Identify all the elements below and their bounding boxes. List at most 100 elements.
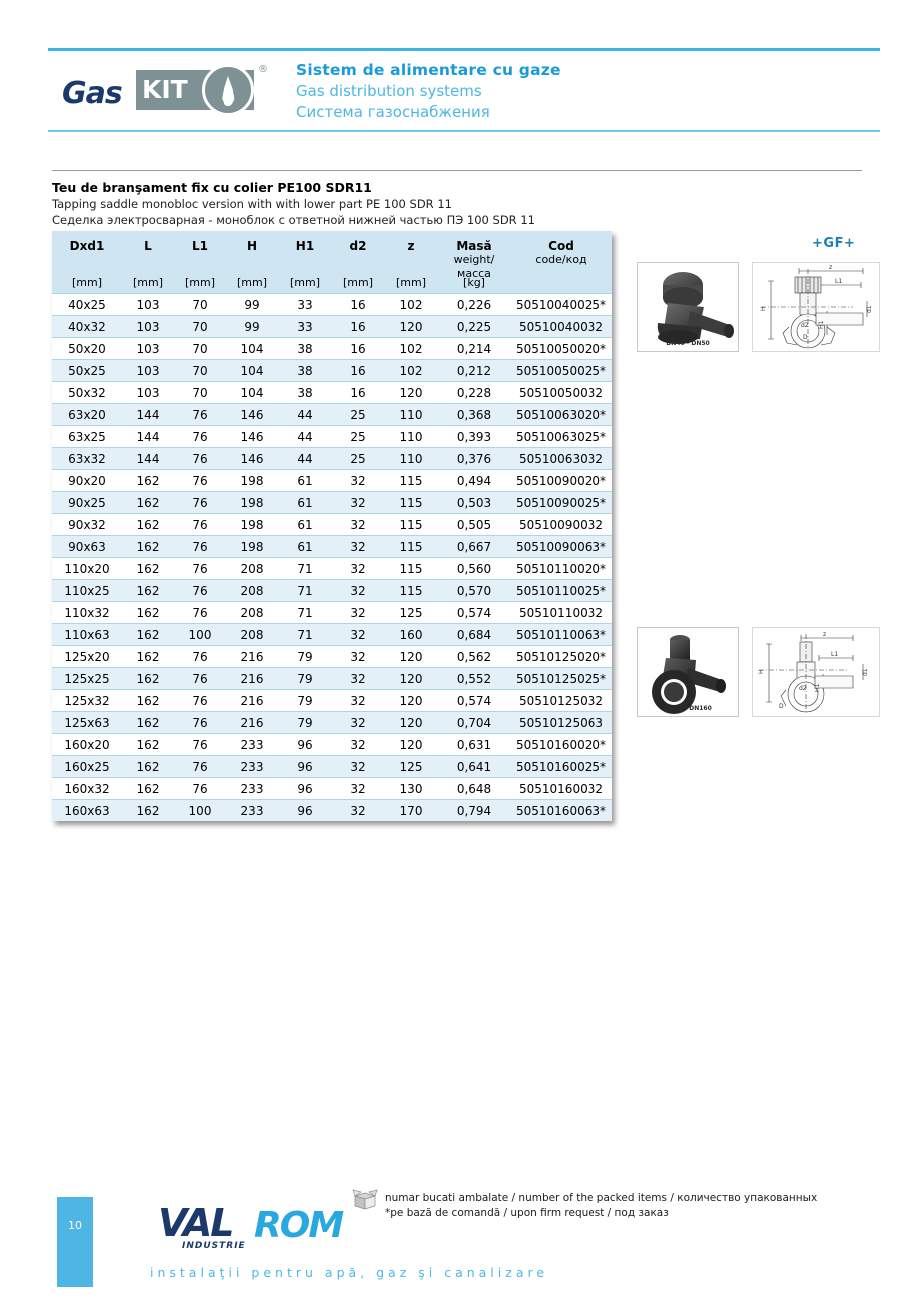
spec-table-body: 40x25 103 70 99 33 16 102 0,226 50510040025* 40x3… — [52, 293, 612, 821]
table-cell-h1: 71 — [278, 579, 332, 602]
spec-table-head: Dxd1 [mm] L [mm] L1 [mm] H [mm] H1 [mm] d2 [mm] z [mm… — [52, 231, 612, 294]
table-cell-mass: 0,228 — [438, 381, 510, 404]
table-row: 50x20 103 70 104 38 16 102 0,214 50510050020* — [52, 337, 612, 360]
table-cell-l: 162 — [122, 799, 174, 821]
product-photo-dn63-dn160: DN63 - DN160 — [637, 627, 739, 717]
header-label: Masă — [456, 239, 492, 253]
header-title-group: Sistem de alimentare cu gaze Gas distrib… — [296, 60, 561, 123]
table-row: 40x25 103 70 99 33 16 102 0,226 50510040025* — [52, 293, 612, 316]
table-cell-z: 125 — [384, 755, 438, 778]
table-cell-h: 104 — [226, 359, 278, 382]
table-row: 63x25 144 76 146 44 25 110 0,393 50510063025* — [52, 425, 612, 448]
table-cell-d2: 16 — [332, 381, 384, 404]
table-cell-dxd1: 40x25 — [52, 293, 122, 316]
table-cell-h1: 71 — [278, 601, 332, 624]
table-cell-l1: 76 — [174, 491, 226, 514]
dim-label-d1: d1 — [866, 305, 873, 313]
table-row: 110x32 162 76 208 71 32 125 0,574 50510110032 — [52, 601, 612, 624]
table-header-l: L [mm] — [122, 231, 174, 294]
table-header-cell: H [mm] — [226, 231, 278, 293]
table-cell-h: 216 — [226, 711, 278, 734]
table-cell-mass: 0,684 — [438, 623, 510, 646]
table-cell-z: 120 — [384, 667, 438, 690]
table-cell-z: 120 — [384, 645, 438, 668]
dim-label-d2: d2 — [801, 322, 809, 329]
table-cell-h1: 33 — [278, 315, 332, 338]
spec-table-container: Dxd1 [mm] L [mm] L1 [mm] H [mm] H1 [mm] d2 [mm] z [mm… — [52, 231, 612, 821]
table-cell-h1: 71 — [278, 557, 332, 580]
table-header-cell: Dxd1 [mm] — [52, 231, 122, 293]
table-cell-code: 50510090025* — [510, 491, 612, 514]
header-rule-top — [48, 48, 880, 51]
valrom-logo: VAL ROM INDUSTRIE — [150, 1197, 350, 1259]
header-title-ro: Sistem de alimentare cu gaze — [296, 61, 561, 79]
table-cell-h1: 38 — [278, 337, 332, 360]
table-row: 90x63 162 76 198 61 32 115 0,667 50510090063* — [52, 535, 612, 558]
footer-notes: numar bucati ambalate / number of the pa… — [385, 1191, 817, 1221]
table-row: 160x32 162 76 233 96 32 130 0,648 50510160032 — [52, 777, 612, 800]
flame-icon — [202, 64, 254, 116]
header-rule-bottom — [48, 130, 880, 132]
table-cell-z: 110 — [384, 425, 438, 448]
dimension-drawing-large-icon: z L1 H H1 d1 d2 D — [758, 631, 869, 714]
table-cell-l: 162 — [122, 711, 174, 734]
table-cell-mass: 0,503 — [438, 491, 510, 514]
header-label: H — [246, 239, 258, 253]
table-row: 125x25 162 76 216 79 32 120 0,552 50510125025* — [52, 667, 612, 690]
dim-label-z: z — [823, 631, 826, 638]
table-cell-h: 104 — [226, 337, 278, 360]
table-cell-h: 198 — [226, 491, 278, 514]
table-cell-code: 50510160032 — [510, 777, 612, 800]
table-cell-d2: 32 — [332, 579, 384, 602]
table-cell-code: 50510160063* — [510, 799, 612, 821]
table-header-mas-: Masă weight/масса [kg] — [438, 231, 510, 294]
table-cell-code: 50510063020* — [510, 403, 612, 426]
table-header-cell: Masă weight/масса [kg] — [438, 231, 510, 293]
table-cell-l1: 76 — [174, 425, 226, 448]
table-cell-h: 216 — [226, 689, 278, 712]
table-cell-h1: 61 — [278, 513, 332, 536]
header-sublabel: weight/ — [453, 253, 495, 266]
table-cell-dxd1: 160x32 — [52, 777, 122, 800]
table-row: 50x32 103 70 104 38 16 120 0,228 50510050032 — [52, 381, 612, 404]
table-cell-dxd1: 110x25 — [52, 579, 122, 602]
dim-label-l1: L1 — [835, 278, 842, 285]
table-cell-l1: 76 — [174, 447, 226, 470]
table-cell-l: 103 — [122, 337, 174, 360]
table-cell-l: 162 — [122, 469, 174, 492]
section-title-group: Teu de branşament fix cu colier PE100 SD… — [52, 179, 752, 228]
dim-label-z: z — [829, 264, 832, 271]
header-sublabel: code/код — [535, 253, 587, 266]
table-cell-d2: 32 — [332, 557, 384, 580]
table-cell-d2: 32 — [332, 711, 384, 734]
table-cell-z: 115 — [384, 513, 438, 536]
table-header-cod: Cod code/код — [510, 231, 612, 294]
table-cell-code: 50510090020* — [510, 469, 612, 492]
table-cell-d2: 25 — [332, 403, 384, 426]
table-cell-l1: 76 — [174, 755, 226, 778]
table-row: 110x20 162 76 208 71 32 115 0,560 50510110020* — [52, 557, 612, 580]
header-unit: [kg] — [463, 276, 485, 289]
table-cell-code: 50510160025* — [510, 755, 612, 778]
table-header-cell: L [mm] — [122, 231, 174, 293]
table-cell-mass: 0,376 — [438, 447, 510, 470]
table-cell-h1: 61 — [278, 469, 332, 492]
table-cell-h: 216 — [226, 645, 278, 668]
table-cell-z: 110 — [384, 447, 438, 470]
table-cell-dxd1: 90x25 — [52, 491, 122, 514]
table-cell-code: 50510110025* — [510, 579, 612, 602]
table-cell-l1: 70 — [174, 315, 226, 338]
table-cell-dxd1: 90x63 — [52, 535, 122, 558]
table-cell-z: 130 — [384, 777, 438, 800]
photo-caption: DN63 - DN160 — [664, 705, 712, 712]
table-cell-d2: 32 — [332, 667, 384, 690]
valrom-logo-rom: ROM — [254, 1205, 344, 1246]
table-cell-mass: 0,552 — [438, 667, 510, 690]
table-cell-l: 144 — [122, 425, 174, 448]
table-cell-h: 198 — [226, 535, 278, 558]
table-cell-z: 125 — [384, 601, 438, 624]
table-cell-code: 50510110032 — [510, 601, 612, 624]
table-cell-h: 216 — [226, 667, 278, 690]
table-cell-l: 162 — [122, 535, 174, 558]
table-cell-d2: 32 — [332, 645, 384, 668]
